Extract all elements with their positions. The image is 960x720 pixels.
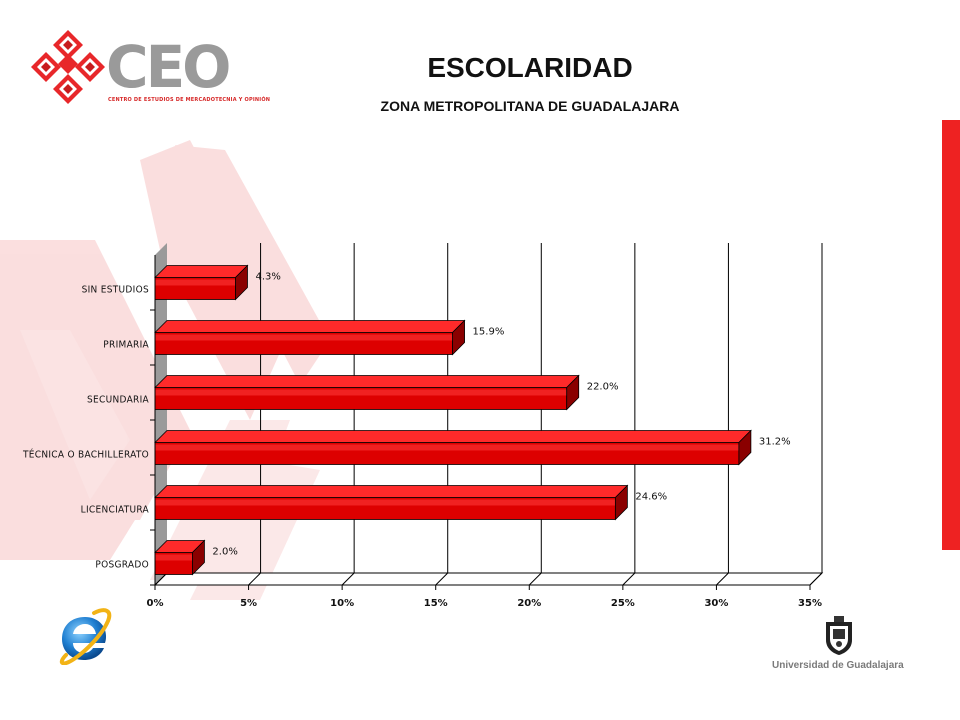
- gridline-floor: [716, 572, 729, 586]
- bar: [154, 429, 752, 466]
- bar-side: [614, 484, 628, 521]
- data-label: 4.3%: [255, 272, 280, 283]
- x-tick-label: 0%: [147, 598, 164, 609]
- gridline-floor: [622, 572, 636, 586]
- bar-highlight: [155, 554, 193, 561]
- bar-highlight: [155, 279, 236, 286]
- bar-highlight: [155, 499, 616, 506]
- bar-highlight: [155, 334, 453, 341]
- data-label: 22.0%: [587, 382, 619, 393]
- bar-top: [154, 320, 466, 333]
- bar: [154, 539, 206, 576]
- bar: [154, 374, 580, 411]
- bar-side: [738, 429, 752, 466]
- x-tick-label: 5%: [240, 598, 257, 609]
- bar-highlight: [155, 389, 567, 396]
- gridline-floor: [154, 572, 168, 586]
- chart-walls: [153, 243, 824, 586]
- gridline-floor: [809, 572, 823, 586]
- bar-top: [154, 265, 249, 278]
- x-tick-label: 15%: [424, 598, 448, 609]
- internet-explorer-icon: [59, 608, 112, 665]
- category-label: PRIMARIA: [103, 340, 149, 351]
- x-tick-label: 25%: [611, 598, 635, 609]
- bar-side: [566, 374, 580, 411]
- category-label: POSGRADO: [95, 560, 149, 571]
- university-crest-icon: [826, 616, 852, 655]
- bar-top: [154, 485, 629, 498]
- chart-axis: [150, 255, 811, 590]
- x-tick-label: 20%: [517, 598, 541, 609]
- data-label: 31.2%: [759, 437, 791, 448]
- chart-labels: 0% 5% 10% 15% 20% 25% 30% 35% SIN ESTUDIOS 4.3% PR…: [22, 272, 822, 610]
- bar-side: [235, 264, 248, 301]
- logo-brand-text: CEO: [106, 33, 231, 101]
- category-label: SIN ESTUDIOS: [82, 285, 149, 296]
- bar-highlight: [155, 444, 739, 451]
- university-name: Universidad de Guadalajara: [772, 660, 904, 671]
- x-tick-label: 30%: [704, 598, 728, 609]
- x-tick-label: 10%: [330, 598, 354, 609]
- right-accent-bar: [942, 120, 960, 550]
- ceo-diamond-icon: [31, 30, 105, 104]
- category-label: TÉCNICA O BACHILLERATO: [22, 448, 149, 461]
- bar-top: [154, 375, 580, 388]
- chart-grid: [154, 243, 823, 586]
- data-label: 2.0%: [212, 547, 237, 558]
- category-label: SECUNDARIA: [87, 395, 150, 406]
- gridline-floor: [248, 572, 261, 586]
- gridline-floor: [341, 572, 355, 586]
- bar-top: [154, 430, 752, 443]
- category-label: LICENCIATURA: [81, 505, 150, 516]
- gridline-floor: [435, 572, 449, 586]
- data-label: 24.6%: [635, 492, 667, 503]
- gridline-floor: [528, 572, 542, 586]
- bar: [154, 319, 466, 356]
- bar: [154, 264, 249, 301]
- bar-side: [452, 319, 465, 356]
- chart-title: ESCOLARIDAD: [427, 52, 633, 83]
- x-tick-label: 35%: [798, 598, 822, 609]
- chart-subtitle: ZONA METROPOLITANA DE GUADALAJARA: [380, 98, 680, 114]
- logo-tagline: CENTRO DE ESTUDIOS DE MERCADOTECNIA Y OP…: [108, 97, 271, 103]
- data-label: 15.9%: [473, 327, 505, 338]
- bar-side: [192, 539, 205, 576]
- chart-bars: [154, 264, 752, 576]
- bar: [154, 484, 629, 521]
